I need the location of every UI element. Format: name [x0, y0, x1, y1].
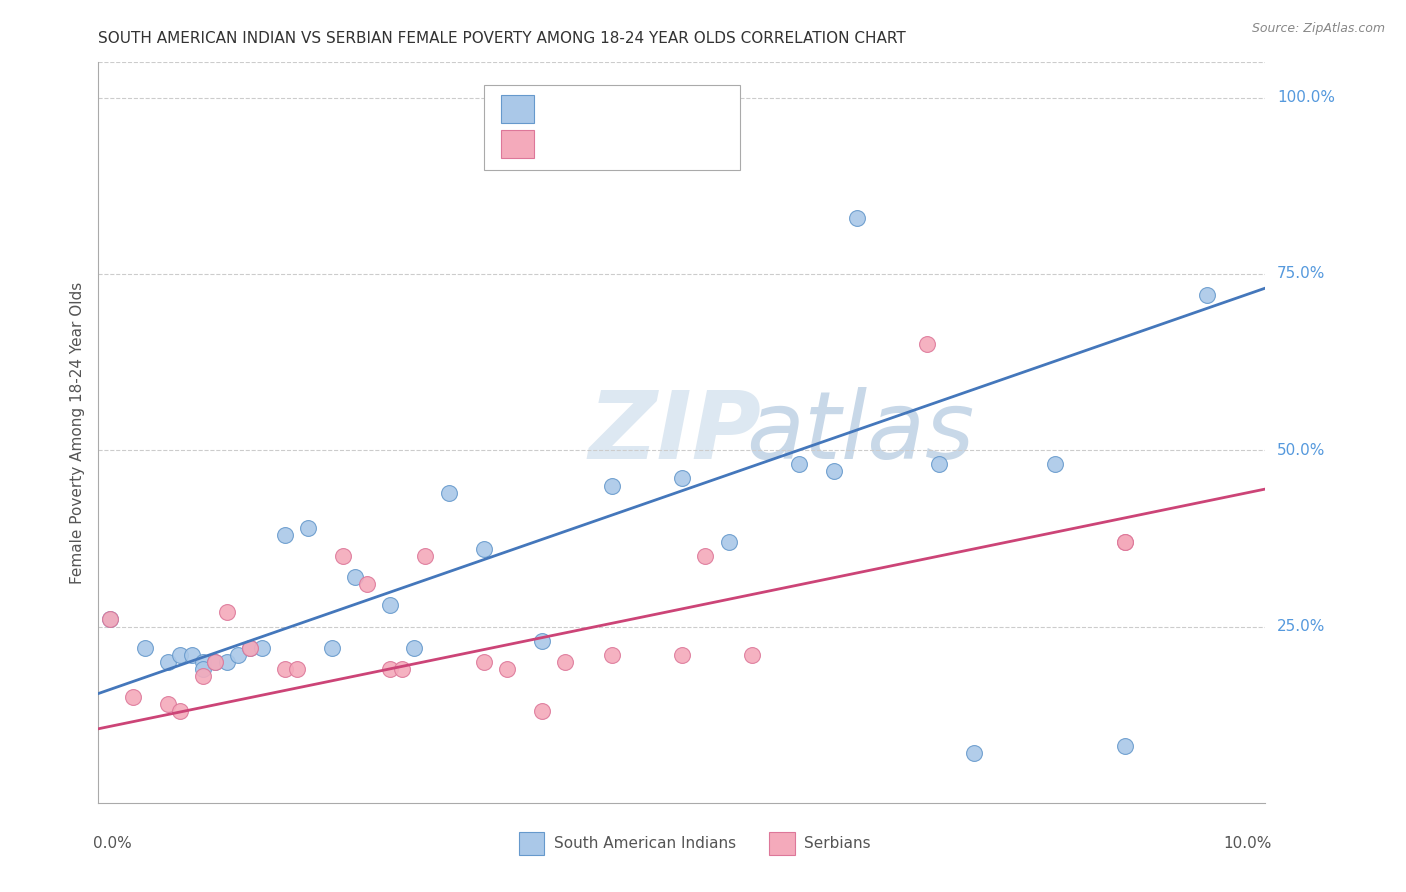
Text: Serbians: Serbians [804, 836, 872, 851]
Y-axis label: Female Poverty Among 18-24 Year Olds: Female Poverty Among 18-24 Year Olds [69, 282, 84, 583]
Point [741, 648, 763, 662]
Point [321, 640, 343, 655]
Point [332, 549, 354, 563]
Point [98, 612, 121, 626]
Text: 10.0%: 10.0% [1223, 836, 1271, 851]
Text: N = 32: N = 32 [647, 100, 710, 118]
Point [193, 655, 215, 669]
Point [530, 704, 553, 718]
Point [671, 648, 693, 662]
Text: 75.0%: 75.0% [1277, 267, 1326, 282]
Text: 100.0%: 100.0% [1277, 90, 1336, 105]
Point [239, 640, 262, 655]
Point [204, 655, 226, 669]
Point [380, 662, 402, 676]
Point [823, 464, 845, 478]
Point [380, 599, 402, 613]
Point [437, 485, 460, 500]
Point [915, 337, 938, 351]
Point [472, 655, 495, 669]
Text: Source: ZipAtlas.com: Source: ZipAtlas.com [1251, 22, 1385, 36]
Point [204, 655, 226, 669]
Point [1114, 739, 1136, 754]
Point [169, 648, 191, 662]
Text: ZIP: ZIP [589, 386, 762, 479]
Point [228, 648, 250, 662]
Point [250, 640, 273, 655]
FancyBboxPatch shape [484, 85, 741, 169]
Point [122, 690, 145, 704]
Text: R = 0.590: R = 0.590 [548, 100, 631, 118]
Point [962, 747, 984, 761]
Text: 25.0%: 25.0% [1277, 619, 1326, 634]
Text: SOUTH AMERICAN INDIAN VS SERBIAN FEMALE POVERTY AMONG 18-24 YEAR OLDS CORRELATIO: SOUTH AMERICAN INDIAN VS SERBIAN FEMALE … [98, 31, 907, 46]
Text: N = 26: N = 26 [647, 135, 709, 153]
Point [169, 704, 191, 718]
Point [391, 662, 413, 676]
Point [98, 612, 121, 626]
Point [297, 521, 319, 535]
Point [157, 655, 180, 669]
Point [134, 640, 156, 655]
Point [472, 541, 495, 556]
Point [239, 640, 262, 655]
Point [274, 528, 297, 542]
Point [1114, 535, 1136, 549]
FancyBboxPatch shape [769, 832, 796, 855]
Text: 0.0%: 0.0% [93, 836, 131, 851]
Point [1114, 535, 1136, 549]
Point [846, 211, 869, 225]
Point [1045, 458, 1067, 472]
FancyBboxPatch shape [519, 832, 544, 855]
Point [600, 648, 623, 662]
Text: R = 0.598: R = 0.598 [548, 135, 631, 153]
Point [285, 662, 308, 676]
Point [193, 669, 215, 683]
Point [356, 577, 378, 591]
Text: atlas: atlas [747, 387, 974, 478]
Point [215, 655, 238, 669]
Text: South American Indians: South American Indians [554, 836, 735, 851]
Point [928, 458, 950, 472]
Point [180, 648, 202, 662]
FancyBboxPatch shape [501, 130, 534, 158]
Point [402, 640, 425, 655]
Point [671, 471, 693, 485]
Point [157, 697, 180, 711]
Point [215, 606, 238, 620]
Point [344, 570, 367, 584]
Point [496, 662, 519, 676]
Point [413, 549, 436, 563]
Point [695, 549, 717, 563]
Point [554, 655, 576, 669]
FancyBboxPatch shape [501, 95, 534, 123]
Point [193, 662, 215, 676]
Text: 50.0%: 50.0% [1277, 442, 1326, 458]
Point [1195, 288, 1218, 302]
Point [274, 662, 297, 676]
Point [530, 633, 553, 648]
Point [717, 535, 740, 549]
Point [787, 458, 810, 472]
Point [600, 478, 623, 492]
